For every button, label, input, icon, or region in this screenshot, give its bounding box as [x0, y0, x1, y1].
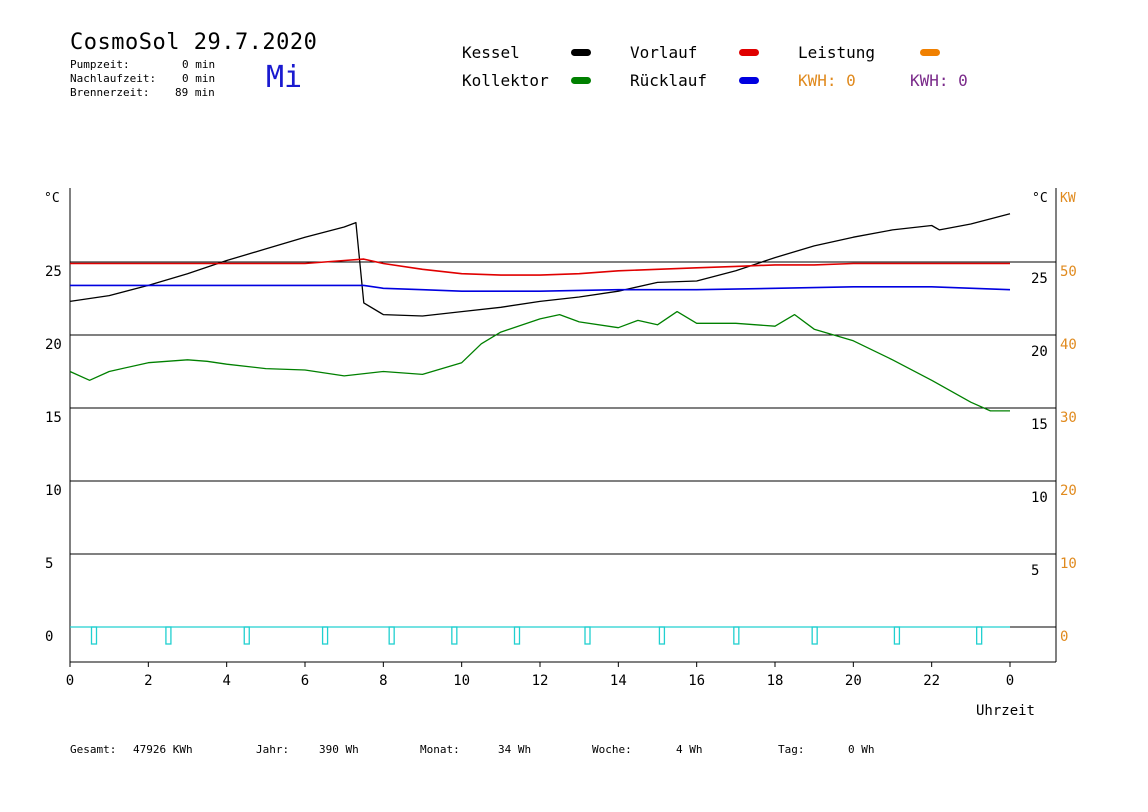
stat-nachlaufzeit-label: Nachlaufzeit:	[70, 72, 157, 85]
footer-monat-label: Monat:	[420, 743, 460, 756]
y-right-tick-label-5: 5	[1031, 563, 1039, 579]
legend-swatch-leistung	[920, 49, 940, 56]
x-tick-label-6: 12	[532, 673, 549, 689]
series-line-1	[69, 310, 1010, 412]
chart-axis-labels: 0 2 4 6 8 10 12 14 16 18 20 22 0 Uhrzeit °C 0 5 10 15 20 25 °…	[44, 191, 1077, 719]
y-kw-tick-label-10: 10	[1060, 556, 1077, 572]
pump-pulse-1	[165, 626, 172, 645]
chart-grid	[70, 261, 1056, 628]
footer-tag-label: Tag:	[778, 743, 805, 756]
y-left-tick-label-5: 5	[45, 556, 53, 572]
footer-tag-value: 0 Wh	[848, 743, 875, 756]
legend-swatch-ruecklauf	[739, 77, 759, 84]
pump-pulse-9	[733, 626, 740, 645]
footer-woche-label: Woche:	[592, 743, 632, 756]
footer-gesamt-label: Gesamt:	[70, 743, 117, 756]
x-tick-label-11: 22	[923, 673, 940, 689]
footer-jahr-label: Jahr:	[256, 743, 290, 756]
y-kw-unit: KW	[1060, 191, 1076, 206]
chart-series	[69, 213, 1011, 412]
legend-swatch-kessel	[571, 49, 591, 56]
pump-pulse-12	[976, 626, 983, 645]
x-axis-label: Uhrzeit	[976, 703, 1035, 719]
y-left-tick-label-15: 15	[45, 410, 62, 426]
y-left-unit: °C	[44, 191, 60, 206]
pump-pulse-4	[388, 626, 395, 645]
stat-brennerzeit-label: Brennerzeit:	[70, 86, 150, 99]
pump-pulse-2	[243, 626, 250, 645]
pump-pulse-10	[811, 626, 818, 645]
series-line-3	[70, 284, 1011, 293]
kwh-purple-label: KWH: 0	[910, 71, 968, 90]
pump-pulse-6	[513, 626, 521, 645]
y-right-tick-label-20: 20	[1031, 344, 1048, 360]
x-tick-label-3: 6	[301, 673, 309, 689]
y-kw-tick-label-30: 30	[1060, 410, 1077, 426]
footer-jahr-value: 390 Wh	[319, 743, 359, 756]
legend-swatch-kollektor	[571, 77, 591, 84]
y-left-tick-label-10: 10	[45, 483, 62, 499]
y-right-tick-label-10: 10	[1031, 490, 1048, 506]
chart-axes	[69, 188, 1057, 667]
pump-pulse-8	[658, 626, 666, 645]
x-tick-label-9: 18	[767, 673, 784, 689]
pump-pulse-11	[893, 626, 901, 645]
pump-pulse-5	[451, 626, 458, 645]
pump-pulses	[70, 626, 1010, 645]
y-kw-tick-label-40: 40	[1060, 337, 1077, 353]
legend-label-kollektor: Kollektor	[462, 71, 549, 90]
legend-label-kessel: Kessel	[462, 43, 520, 62]
x-tick-label-4: 8	[379, 673, 387, 689]
y-kw-tick-label-20: 20	[1060, 483, 1077, 499]
chart-title: CosmoSol 29.7.2020	[70, 30, 318, 55]
stat-pumpzeit-value: 0 min	[182, 58, 216, 71]
x-tick-label-2: 4	[222, 673, 230, 689]
series-line-2	[70, 258, 1010, 276]
kwh-orange-label: KWH: 0	[798, 71, 856, 90]
x-tick-label-1: 2	[144, 673, 152, 689]
pump-pulse-0	[90, 626, 98, 645]
y-left-tick-label-25: 25	[45, 264, 62, 280]
legend-label-leistung: Leistung	[798, 43, 876, 62]
x-tick-label-12: 0	[1006, 673, 1014, 689]
footer-woche-value: 4 Wh	[676, 743, 703, 756]
x-tick-label-8: 16	[688, 673, 705, 689]
stat-nachlaufzeit-value: 0 min	[182, 72, 216, 85]
x-tick-label-10: 20	[845, 673, 862, 689]
legend-label-ruecklauf: Rücklauf	[630, 71, 708, 90]
footer-gesamt-value: 47926 KWh	[133, 743, 193, 756]
y-left-tick-label-0: 0	[45, 629, 53, 645]
y-right-unit: °C	[1032, 191, 1048, 206]
pump-pulse-3	[321, 626, 329, 645]
pump-pulse-7	[584, 626, 591, 645]
y-kw-tick-label-50: 50	[1060, 264, 1077, 280]
y-left-tick-label-20: 20	[45, 337, 62, 353]
weekday-label: Mi	[266, 60, 303, 95]
x-tick-label-0: 0	[66, 673, 74, 689]
y-right-tick-label-25: 25	[1031, 271, 1048, 287]
stat-pumpzeit-label: Pumpzeit:	[70, 58, 130, 71]
legend-swatch-vorlauf	[739, 49, 759, 56]
stat-brennerzeit-value: 89 min	[175, 86, 215, 99]
series-line-0	[69, 213, 1011, 317]
footer-monat-value: 34 Wh	[498, 743, 532, 756]
x-tick-label-5: 10	[453, 673, 470, 689]
y-kw-tick-label-0: 0	[1060, 629, 1068, 645]
x-tick-label-7: 14	[610, 673, 627, 689]
legend-label-vorlauf: Vorlauf	[630, 43, 698, 62]
y-right-tick-label-15: 15	[1031, 417, 1048, 433]
